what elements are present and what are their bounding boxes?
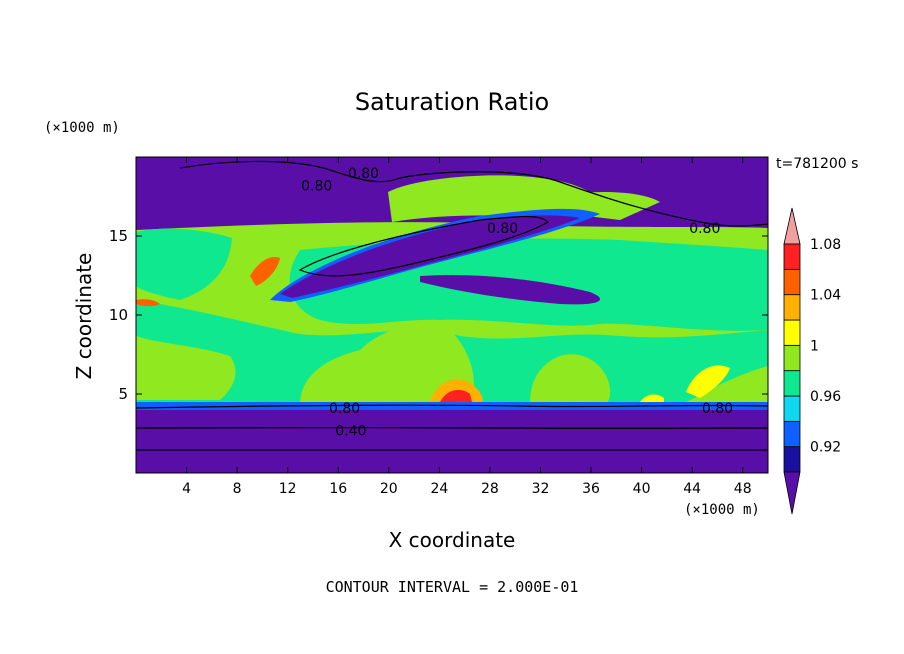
y-tick-label: 5 [118,385,128,403]
cloud-blob-1 [300,324,474,404]
colorbar-min-arrow [783,471,801,515]
y-axis-unit: (×1000 m) [44,120,120,136]
contour-line-upper [179,160,768,227]
dry-tongue-2 [420,274,600,305]
contour-label: 0.80 [689,221,720,237]
saturated-region-left [136,228,232,300]
colorbar-tick-label: 1 [810,338,819,354]
chart-title: Saturation Ratio [354,88,550,116]
colorbar-tick-label: 0.96 [810,389,841,405]
x-tick-label: 20 [380,481,398,497]
x-tick-label: 12 [279,481,297,497]
contour-line-tongue [298,215,549,277]
contour-interval-label: CONTOUR INTERVAL = 2.000E-01 [325,578,579,596]
colorbar-tick-label: 0.92 [810,440,841,456]
contour-line-080-lower [136,404,768,409]
warm-patch-2 [686,365,730,398]
warm-patch-1-core [440,389,472,402]
x-tick-label: 36 [582,481,600,497]
warm-patch-4 [640,394,664,402]
contour-label: 0.80 [301,178,332,194]
colorbar-band [783,294,801,321]
dry-tongue-core [280,215,580,298]
colorbar-band [783,243,801,270]
y-tick-label: 15 [109,227,128,245]
warm-patch-3 [250,256,280,286]
lower-dry-boundary [136,402,768,410]
cloud-blob-2 [530,354,611,404]
x-tick-label: 32 [532,481,550,497]
x-tick-label: 48 [734,481,752,497]
cloud-blob-3 [136,336,236,400]
x-tick-label: 40 [633,481,651,497]
colorbar-band [783,268,801,296]
colorbar: 0.92 0.96 1 1.04 1.08 [783,207,841,515]
x-tick-label: 8 [233,481,242,497]
contour-label: 0.80 [348,166,379,182]
x-tick-label: 24 [430,481,448,497]
plot-area [136,157,768,473]
colorbar-band [783,446,801,473]
warm-patch-5 [136,299,160,307]
x-tick-label: 28 [481,481,499,497]
colorbar-tick-label: 1.04 [810,288,841,304]
contour-line-040 [136,426,768,430]
colorbar-band [783,344,801,372]
timestamp-label: t=781200 s [776,156,859,172]
contour-labels: 0.80 0.80 0.80 0.80 0.80 0.40 0.80 [301,166,733,440]
colorbar-band [783,395,801,422]
colorbar-band [783,370,801,397]
contour-label: 0.80 [487,221,518,237]
lower-dry-layer [136,404,768,473]
x-tick-label: 44 [683,481,701,497]
contour-label: 0.80 [702,401,733,417]
x-tick-label: 4 [182,481,191,497]
contour-label: 0.80 [329,401,360,417]
colorbar-band [783,420,801,448]
contour-lines [136,160,768,452]
y-tick-label: 10 [109,306,128,324]
x-axis-unit: (×1000 m) [684,502,760,518]
x-axis-ticks: 4 8 12 16 20 24 28 32 36 40 44 48 [182,157,752,497]
contour-label: 0.40 [335,423,366,439]
colorbar-max-arrow [783,207,801,245]
x-axis-label: X coordinate [388,528,516,552]
colorbar-band [783,319,801,346]
y-axis-ticks: 5 10 15 [109,227,768,403]
colorbar-tick-label: 1.08 [810,237,841,253]
x-tick-label: 16 [329,481,347,497]
